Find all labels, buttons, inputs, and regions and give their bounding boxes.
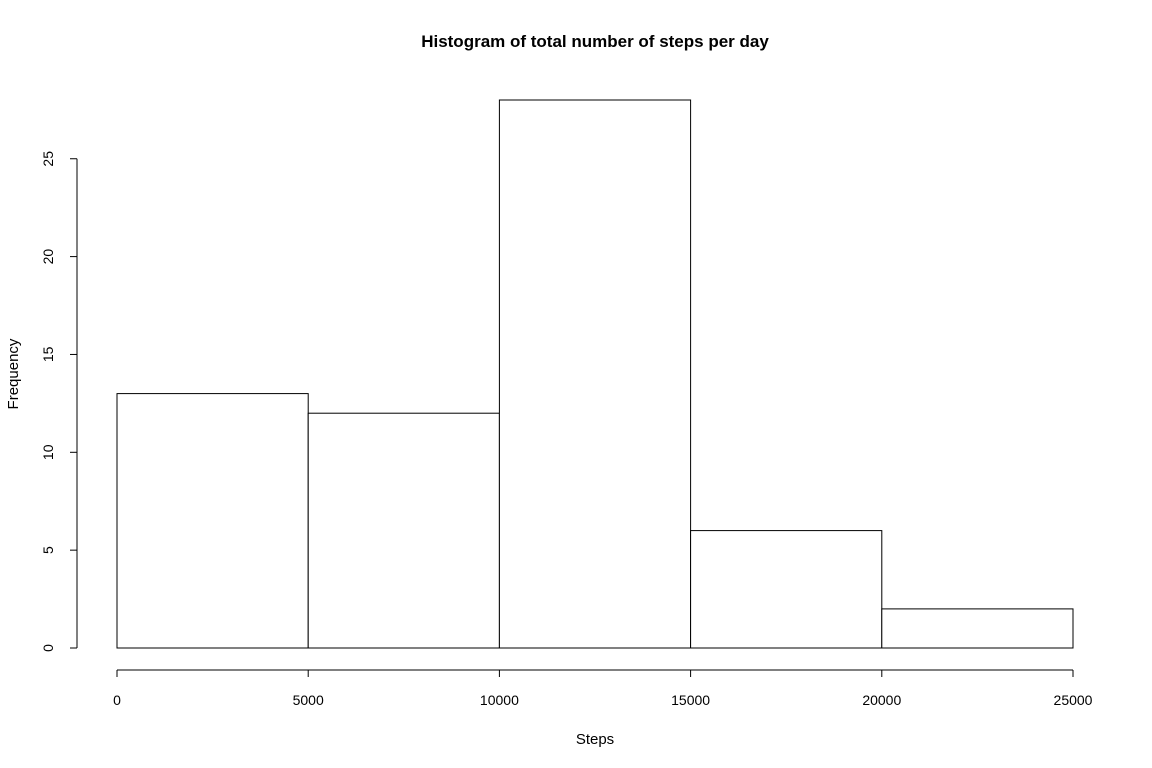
histogram-bar-4 <box>881 608 1074 649</box>
y-tick-label-5: 25 <box>40 151 56 167</box>
y-axis: 0 5 10 15 20 25 <box>40 151 78 652</box>
x-tick-label-4: 20000 <box>862 692 901 708</box>
x-tick-label-0: 0 <box>113 692 121 708</box>
x-tick-label-2: 10000 <box>480 692 519 708</box>
y-tick-label-0: 0 <box>40 644 56 652</box>
y-axis-label: Frequency <box>5 338 22 409</box>
x-axis: 0 5000 10000 15000 20000 25000 <box>113 669 1093 708</box>
histogram-bar-1 <box>307 412 500 649</box>
x-tick-label-1: 5000 <box>293 692 324 708</box>
y-tick-label-1: 5 <box>40 546 56 554</box>
histogram-bar-2 <box>498 99 692 649</box>
y-tick-label-3: 15 <box>40 346 56 362</box>
chart-title: Histogram of total number of steps per d… <box>421 32 769 51</box>
x-tick-label-3: 15000 <box>671 692 710 708</box>
y-tick-label-4: 20 <box>40 249 56 265</box>
histogram-bar-3 <box>690 530 883 649</box>
x-tick-label-5: 25000 <box>1054 692 1093 708</box>
y-tick-label-2: 10 <box>40 444 56 460</box>
bars-group <box>116 99 1074 649</box>
histogram-bar-0 <box>116 393 309 649</box>
x-axis-label: Steps <box>576 731 614 748</box>
